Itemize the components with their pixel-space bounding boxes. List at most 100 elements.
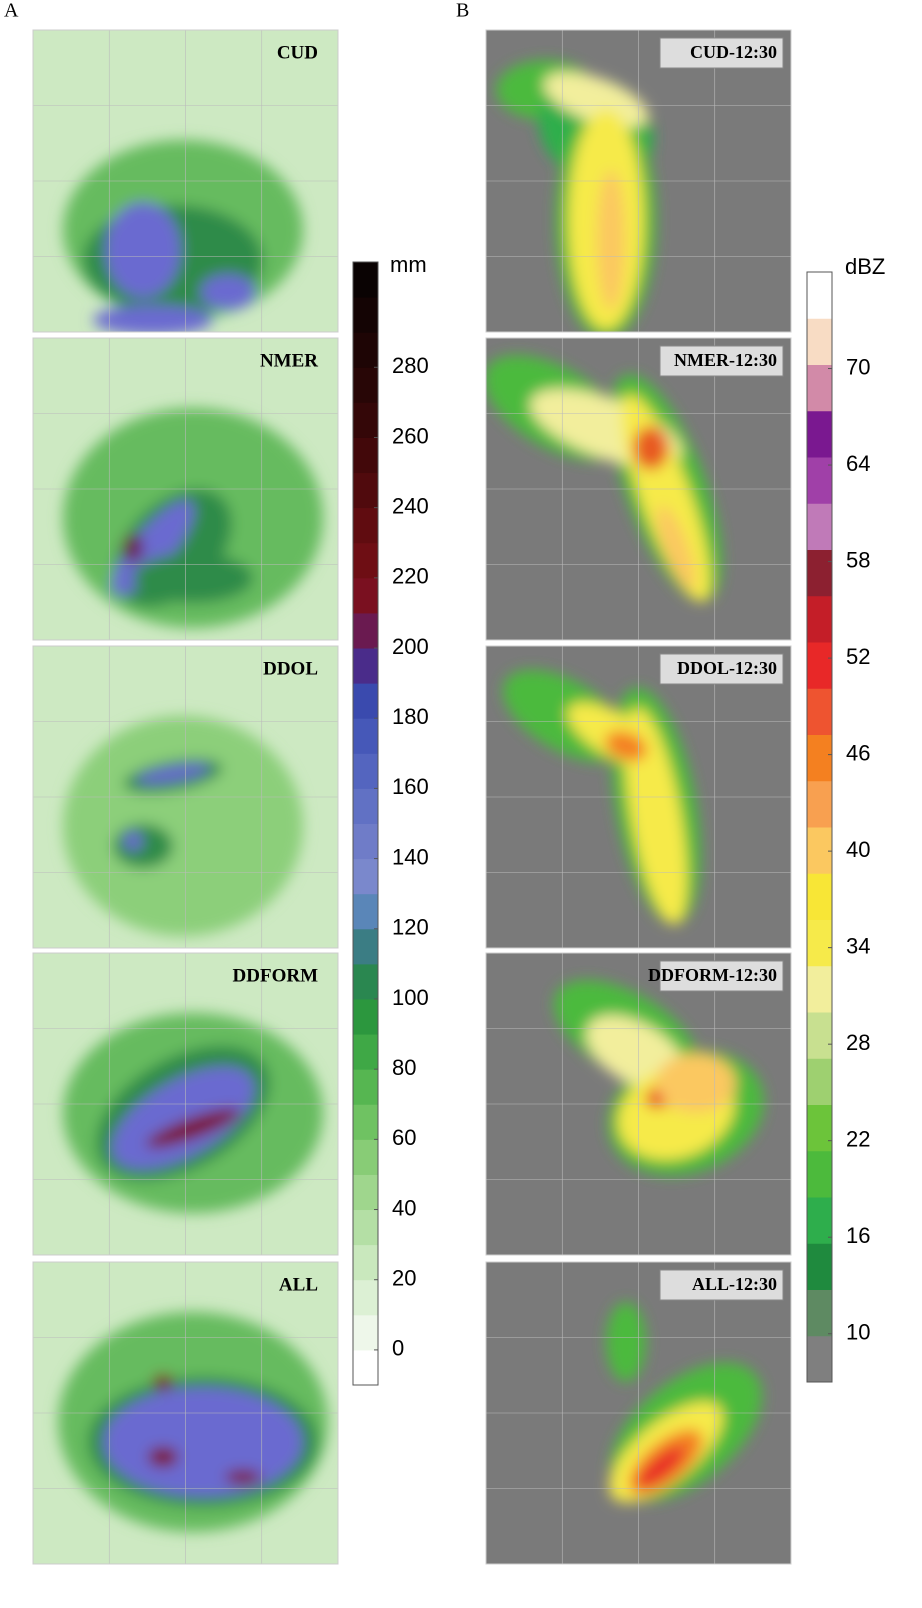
map-title-box: [659, 960, 784, 992]
map-field: [33, 30, 338, 332]
map: [32, 1261, 339, 1565]
map-field: [486, 953, 791, 1255]
colorbar-band: [807, 1012, 832, 1059]
map-blob: [225, 1470, 261, 1484]
map-blob: [597, 170, 625, 310]
colorbar-tick-label: 240: [392, 493, 429, 518]
map-field: [33, 338, 338, 640]
colorbar-band: [353, 332, 378, 368]
map-blobs: [63, 408, 323, 628]
map-blob: [153, 1374, 173, 1390]
panel-label: A: [4, 0, 19, 22]
map-blob: [633, 426, 669, 470]
colorbar-band: [353, 1244, 378, 1281]
map-blob: [111, 500, 195, 596]
map-blobs: [486, 355, 722, 602]
map-frame: [485, 29, 792, 333]
colorbar-tick-label: 22: [846, 1127, 870, 1152]
map-blob: [656, 1053, 736, 1113]
colorbar-tick-label: 46: [846, 740, 870, 765]
colorbar-band: [353, 823, 378, 860]
colorbar-band: [353, 402, 378, 438]
colorbar-band: [807, 1335, 832, 1383]
colorbar-band: [807, 410, 832, 458]
map-frame: [32, 952, 339, 1256]
colorbar-tick-label: 280: [392, 353, 429, 378]
colorbar-band: [353, 788, 378, 824]
map: [485, 337, 792, 641]
map-title-box: [659, 345, 784, 377]
map-blobs: [63, 1013, 323, 1213]
colorbar-tick-label: 58: [846, 547, 870, 572]
colorbar-band: [807, 318, 832, 365]
colorbar-tick-label: 0: [392, 1336, 404, 1361]
colorbar-band: [807, 457, 832, 504]
map-blob: [656, 505, 696, 591]
colorbar-band: [807, 734, 832, 782]
map-frame: [485, 952, 792, 1256]
colorbar-tick-label: 28: [846, 1030, 870, 1055]
colorbar-tick-label: 70: [846, 354, 870, 379]
map-field: [33, 953, 338, 1255]
map-blobs: [606, 1302, 763, 1503]
map-title: NMER: [260, 350, 318, 371]
colorbar-tick-label: 60: [392, 1125, 416, 1150]
colorbar-tick-label: 52: [846, 644, 870, 669]
map: [485, 29, 792, 333]
map-blobs: [553, 980, 764, 1176]
map-field: [486, 338, 791, 640]
colorbar-band: [807, 1197, 832, 1244]
colorbar-band: [807, 873, 832, 920]
map-title: NMER-12:30: [674, 350, 777, 370]
colorbar-band: [807, 780, 832, 828]
map-field: [33, 1262, 338, 1564]
colorbar-band: [353, 648, 378, 684]
map-frame: [32, 337, 339, 641]
map-title: ALL-12:30: [692, 1274, 777, 1294]
colorbar-band: [353, 1314, 378, 1351]
map-title: ALL: [279, 1274, 318, 1295]
map-title: DDOL: [263, 658, 318, 679]
map: [32, 645, 339, 949]
colorbar-band: [353, 612, 378, 649]
colorbar-tick-label: 100: [392, 985, 429, 1010]
map: [485, 645, 792, 949]
map-title-box: [659, 1269, 784, 1301]
map-blob: [624, 707, 688, 925]
map-title: CUD-12:30: [690, 42, 777, 62]
colorbar-frame: [352, 261, 379, 1386]
map-field: [486, 1262, 791, 1564]
colorbar-band: [807, 827, 832, 874]
colorbar-band: [807, 642, 832, 689]
colorbar-band: [353, 1139, 378, 1175]
map: [32, 29, 339, 333]
colorbar-band: [353, 893, 378, 930]
colorbar-band: [807, 965, 832, 1013]
colorbar-tick-label: 16: [846, 1223, 870, 1248]
colorbar-band: [807, 1243, 832, 1290]
colorbar-band: [807, 364, 832, 412]
colorbar-unit: mm: [390, 252, 427, 277]
colorbar-tick-label: 200: [392, 634, 429, 659]
map-frame: [32, 645, 339, 949]
colorbar-tick-label: 140: [392, 844, 429, 869]
colorbar-band: [353, 858, 378, 895]
colorbar-band: [353, 542, 378, 579]
colorbar-band: [353, 367, 378, 403]
map-frame: [485, 645, 792, 949]
colorbar-tick-label: 64: [846, 451, 870, 476]
colorbar-band: [353, 472, 378, 509]
map-blob: [133, 553, 253, 603]
colorbar-tick-label: 34: [846, 933, 870, 958]
colorbar-band: [807, 503, 832, 550]
map-blobs: [496, 60, 656, 332]
colorbar-tick-label: 40: [846, 837, 870, 862]
colorbar-band: [353, 718, 378, 754]
colorbar-tick-label: 220: [392, 564, 429, 589]
map-blob: [148, 1447, 178, 1467]
map-blob: [543, 72, 649, 128]
map-blobs: [63, 716, 303, 936]
colorbar-band: [353, 1349, 378, 1386]
map-field: [486, 30, 791, 332]
colorbar-band: [807, 1150, 832, 1198]
